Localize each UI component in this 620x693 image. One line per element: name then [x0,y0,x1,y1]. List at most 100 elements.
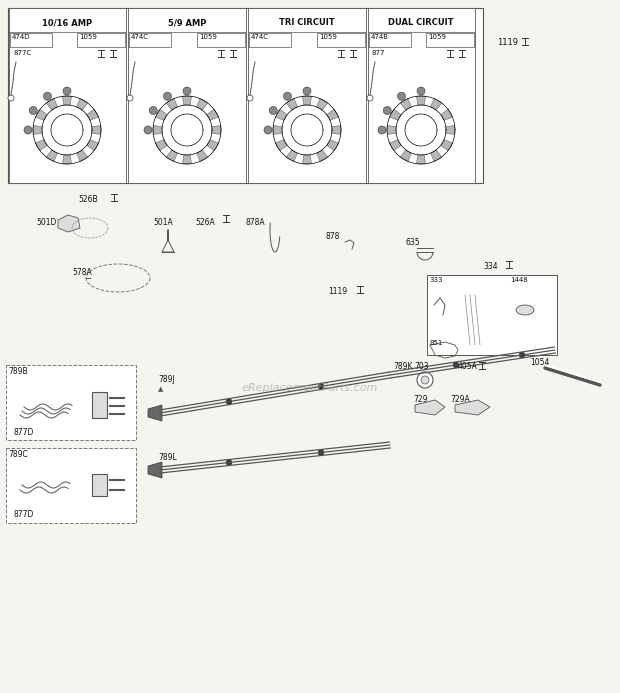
Text: 789C: 789C [8,450,28,459]
Polygon shape [87,109,99,121]
Circle shape [127,95,133,101]
Polygon shape [58,215,80,232]
Text: 474C: 474C [251,34,269,40]
Circle shape [226,398,232,405]
Bar [248,8,366,183]
Text: 474C: 474C [131,34,149,40]
Polygon shape [212,125,221,134]
Polygon shape [166,98,177,110]
Text: 789K: 789K [393,362,412,371]
Text: 526B: 526B [78,195,97,204]
Text: 878: 878 [325,232,339,241]
Text: 789J: 789J [158,375,175,384]
Circle shape [24,126,32,134]
Ellipse shape [516,305,534,315]
Polygon shape [148,405,162,421]
Polygon shape [156,139,167,150]
Circle shape [183,87,191,95]
Circle shape [264,126,272,134]
Text: 877: 877 [372,50,386,56]
Polygon shape [430,150,441,161]
Polygon shape [401,98,412,110]
Polygon shape [389,139,401,150]
Bar [6,448,136,523]
Polygon shape [273,125,282,134]
Polygon shape [182,96,192,105]
Text: 501D: 501D [36,218,56,227]
Polygon shape [148,462,162,478]
Polygon shape [441,139,453,150]
Text: 789B: 789B [8,367,28,376]
Polygon shape [46,98,58,110]
Text: 878A: 878A [246,218,265,227]
Circle shape [269,107,277,114]
Polygon shape [286,150,298,161]
Bar [10,33,52,47]
Text: 729: 729 [413,395,428,404]
Circle shape [226,459,232,466]
Text: 1059: 1059 [319,34,337,40]
Polygon shape [317,98,328,110]
Polygon shape [156,109,167,121]
Circle shape [164,92,172,100]
Circle shape [421,376,429,384]
Polygon shape [63,96,71,105]
Polygon shape [327,109,339,121]
Polygon shape [401,150,412,161]
Bar [427,275,557,355]
Polygon shape [275,139,287,150]
Polygon shape [166,150,177,161]
Text: 789L: 789L [158,453,177,462]
Text: 405A: 405A [458,362,478,371]
Bar [92,474,107,496]
Circle shape [417,87,425,95]
Polygon shape [76,98,87,110]
Circle shape [63,87,71,95]
Text: 334: 334 [483,262,498,271]
Polygon shape [92,125,101,134]
Bar [368,8,475,183]
Circle shape [367,95,373,101]
Text: 1054: 1054 [530,358,549,367]
Polygon shape [35,109,47,121]
Bar [8,8,483,183]
Polygon shape [327,139,339,150]
Polygon shape [441,109,453,121]
Text: eReplacementParts.com: eReplacementParts.com [242,383,378,393]
Polygon shape [197,98,208,110]
Circle shape [29,107,37,114]
Bar [77,33,125,47]
Circle shape [149,107,157,114]
Polygon shape [303,96,311,105]
Polygon shape [415,400,445,415]
Circle shape [383,107,391,114]
Polygon shape [286,98,298,110]
Bar [6,365,136,440]
Polygon shape [387,125,396,134]
Text: 1119: 1119 [497,38,518,47]
Text: 474D: 474D [12,34,30,40]
Circle shape [43,92,51,100]
Bar [317,33,365,47]
Text: 526A: 526A [195,218,215,227]
Circle shape [283,92,291,100]
Polygon shape [33,125,42,134]
Text: 1448: 1448 [510,277,528,283]
Text: 1119: 1119 [328,287,347,296]
Polygon shape [35,139,47,150]
Circle shape [453,362,459,368]
Polygon shape [76,150,87,161]
Text: 10/16 AMP: 10/16 AMP [42,18,92,27]
Bar [129,33,171,47]
Circle shape [318,450,324,455]
Text: ▲: ▲ [158,386,164,392]
Text: 501A: 501A [153,218,173,227]
Circle shape [8,95,14,101]
Text: DUAL CIRCUIT: DUAL CIRCUIT [388,18,454,27]
Polygon shape [153,125,162,134]
Text: 877D: 877D [13,510,33,519]
Text: 851: 851 [429,340,443,346]
Polygon shape [87,139,99,150]
Polygon shape [332,125,341,134]
Text: 1059: 1059 [428,34,446,40]
